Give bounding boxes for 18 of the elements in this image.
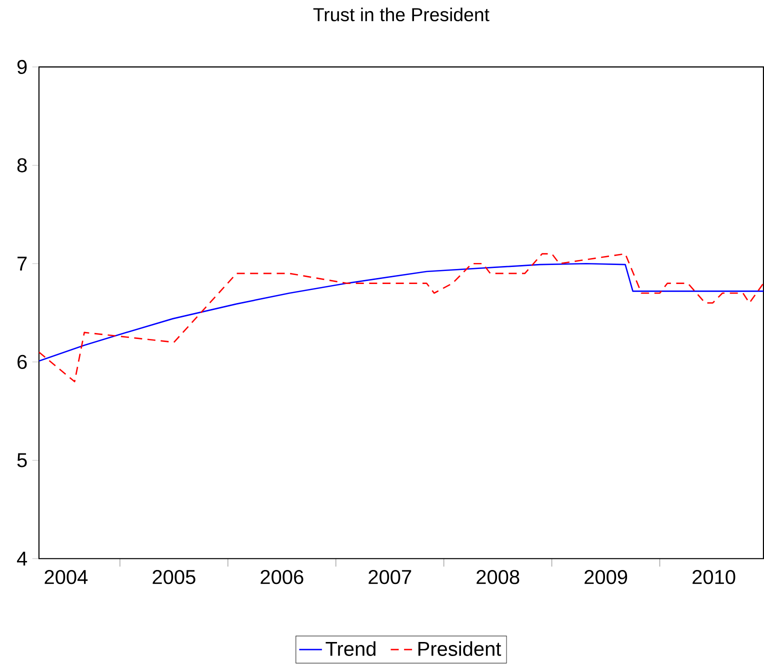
line-series xyxy=(38,253,764,383)
y-tick-label: 4 xyxy=(16,552,28,566)
line-series xyxy=(38,263,764,362)
x-tick-label: 2006 xyxy=(260,570,304,584)
y-tick-label: 8 xyxy=(17,158,27,173)
y-tick-label: 5 xyxy=(17,454,27,468)
x-tick-label: 2010 xyxy=(692,570,736,584)
x-tick-label: 2004 xyxy=(44,570,88,584)
legend-label: Trend xyxy=(326,642,376,656)
x-tick-label: 2008 xyxy=(476,570,520,584)
legend-label: President xyxy=(418,642,502,656)
chart-title: Trust in the President xyxy=(313,8,490,22)
y-tick-label: 6 xyxy=(18,355,27,370)
x-tick-label: 2005 xyxy=(152,570,196,584)
x-tick-label: 2009 xyxy=(584,570,628,584)
y-tick-label: 7 xyxy=(18,256,27,271)
x-tick-label: 2007 xyxy=(368,570,412,584)
y-tick-label: 9 xyxy=(17,60,27,74)
